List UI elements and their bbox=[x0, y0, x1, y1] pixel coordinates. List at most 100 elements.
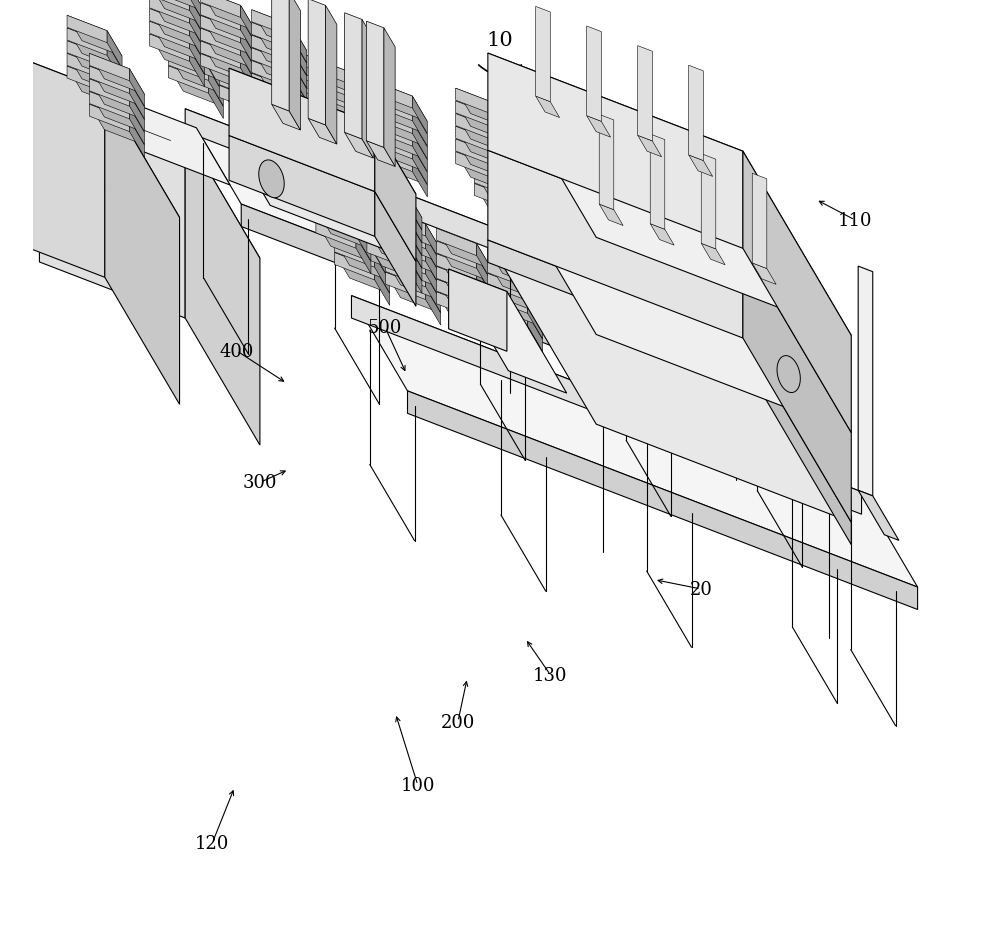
Polygon shape bbox=[777, 357, 800, 393]
Polygon shape bbox=[270, 80, 325, 122]
Polygon shape bbox=[488, 274, 543, 314]
Polygon shape bbox=[576, 224, 616, 251]
Polygon shape bbox=[208, 19, 223, 56]
Polygon shape bbox=[637, 307, 692, 347]
Polygon shape bbox=[372, 120, 412, 147]
Polygon shape bbox=[858, 267, 873, 496]
Polygon shape bbox=[386, 247, 426, 275]
Polygon shape bbox=[706, 384, 761, 424]
Polygon shape bbox=[706, 371, 761, 412]
Polygon shape bbox=[757, 416, 797, 443]
Polygon shape bbox=[361, 115, 376, 153]
Polygon shape bbox=[316, 222, 371, 262]
Polygon shape bbox=[547, 187, 562, 225]
Polygon shape bbox=[746, 360, 761, 398]
Polygon shape bbox=[474, 184, 514, 212]
Polygon shape bbox=[488, 274, 528, 301]
Polygon shape bbox=[746, 412, 761, 449]
Polygon shape bbox=[270, 106, 325, 147]
Text: 20: 20 bbox=[689, 580, 712, 598]
Polygon shape bbox=[292, 51, 307, 89]
Polygon shape bbox=[456, 139, 511, 181]
Polygon shape bbox=[310, 122, 325, 158]
Polygon shape bbox=[576, 185, 631, 227]
Polygon shape bbox=[361, 128, 376, 166]
Polygon shape bbox=[528, 328, 543, 365]
Polygon shape bbox=[229, 69, 375, 192]
Polygon shape bbox=[536, 97, 560, 119]
Polygon shape bbox=[638, 136, 662, 157]
Polygon shape bbox=[604, 294, 644, 321]
Polygon shape bbox=[507, 147, 547, 174]
Text: 400: 400 bbox=[219, 343, 254, 360]
Polygon shape bbox=[316, 209, 371, 250]
Polygon shape bbox=[270, 106, 310, 133]
Polygon shape bbox=[437, 229, 492, 270]
Polygon shape bbox=[89, 105, 144, 146]
Polygon shape bbox=[456, 127, 496, 154]
Polygon shape bbox=[528, 314, 543, 352]
Polygon shape bbox=[496, 130, 511, 168]
Polygon shape bbox=[626, 328, 641, 365]
Polygon shape bbox=[677, 322, 692, 359]
Polygon shape bbox=[678, 250, 733, 291]
Polygon shape bbox=[259, 64, 274, 101]
Polygon shape bbox=[292, 77, 307, 114]
Polygon shape bbox=[130, 108, 144, 145]
Polygon shape bbox=[757, 390, 812, 431]
Polygon shape bbox=[386, 222, 441, 263]
Polygon shape bbox=[437, 280, 492, 321]
Polygon shape bbox=[386, 235, 441, 275]
Polygon shape bbox=[190, 51, 205, 88]
Polygon shape bbox=[208, 31, 223, 68]
Polygon shape bbox=[525, 191, 565, 218]
Polygon shape bbox=[797, 405, 812, 443]
Polygon shape bbox=[372, 120, 427, 160]
Text: 110: 110 bbox=[838, 212, 872, 229]
Polygon shape bbox=[626, 341, 641, 378]
Polygon shape bbox=[372, 107, 412, 135]
Polygon shape bbox=[496, 155, 511, 193]
Polygon shape bbox=[706, 371, 746, 398]
Polygon shape bbox=[477, 283, 492, 320]
Polygon shape bbox=[644, 334, 659, 372]
Polygon shape bbox=[310, 95, 325, 133]
Polygon shape bbox=[474, 121, 514, 148]
Polygon shape bbox=[201, 54, 256, 95]
Polygon shape bbox=[386, 273, 441, 314]
Polygon shape bbox=[367, 178, 422, 218]
Polygon shape bbox=[437, 255, 477, 282]
Polygon shape bbox=[456, 102, 496, 129]
Polygon shape bbox=[201, 42, 256, 82]
Polygon shape bbox=[637, 332, 692, 373]
Polygon shape bbox=[168, 16, 208, 43]
Polygon shape bbox=[367, 216, 422, 256]
Polygon shape bbox=[150, 22, 205, 63]
Polygon shape bbox=[351, 297, 862, 515]
Polygon shape bbox=[252, 37, 292, 64]
Polygon shape bbox=[412, 148, 427, 185]
Polygon shape bbox=[638, 47, 652, 141]
Polygon shape bbox=[678, 212, 733, 253]
Polygon shape bbox=[746, 399, 761, 436]
Polygon shape bbox=[514, 174, 529, 212]
Polygon shape bbox=[321, 125, 376, 167]
Polygon shape bbox=[241, 70, 256, 108]
Polygon shape bbox=[456, 153, 496, 180]
Polygon shape bbox=[604, 319, 659, 359]
Polygon shape bbox=[252, 74, 292, 101]
Polygon shape bbox=[477, 257, 492, 295]
Text: 200: 200 bbox=[441, 713, 475, 731]
Polygon shape bbox=[270, 55, 325, 95]
Polygon shape bbox=[252, 49, 292, 76]
Polygon shape bbox=[89, 54, 144, 95]
Polygon shape bbox=[201, 29, 241, 56]
Polygon shape bbox=[67, 67, 107, 95]
Polygon shape bbox=[375, 205, 390, 242]
Polygon shape bbox=[89, 80, 130, 107]
Polygon shape bbox=[757, 377, 812, 418]
Polygon shape bbox=[757, 403, 797, 431]
Polygon shape bbox=[678, 212, 718, 240]
Polygon shape bbox=[565, 219, 580, 256]
Polygon shape bbox=[316, 158, 371, 199]
